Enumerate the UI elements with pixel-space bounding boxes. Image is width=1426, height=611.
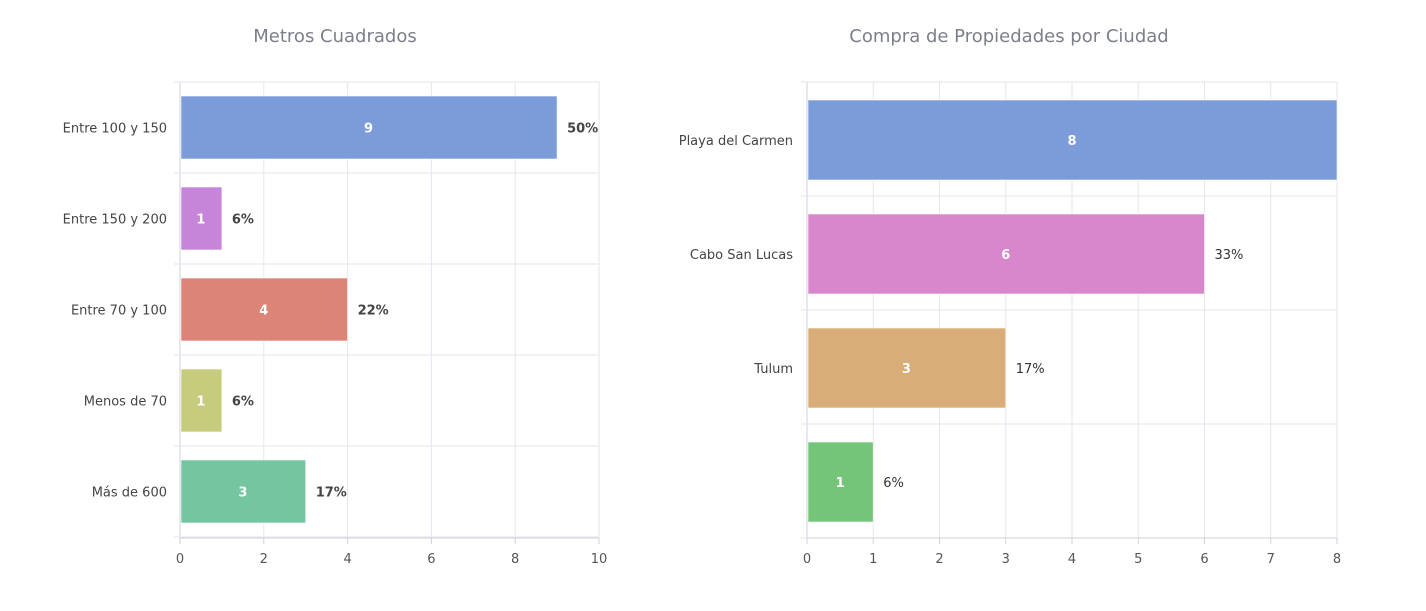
bar-value-label: 8 xyxy=(1067,134,1076,149)
bar-value-label: 6 xyxy=(1001,248,1010,263)
bar-value-label: 1 xyxy=(836,476,845,491)
category-label: Tulum xyxy=(753,362,793,377)
bar-value-label: 9 xyxy=(364,122,373,137)
bar xyxy=(807,99,1338,181)
bar-value-label: 1 xyxy=(196,213,205,228)
bar xyxy=(180,95,558,160)
x-tick-label: 0 xyxy=(176,552,184,567)
x-tick-label: 5 xyxy=(1134,552,1142,567)
bar-percent-label: 17% xyxy=(316,486,347,501)
x-tick-label: 6 xyxy=(427,552,435,567)
chart-title: Metros Cuadrados xyxy=(253,26,416,47)
x-tick-label: 4 xyxy=(343,552,351,567)
x-tick-label: 10 xyxy=(591,552,608,567)
bar-percent-label: 50% xyxy=(567,122,598,137)
category-label: Entre 100 y 150 xyxy=(63,122,167,137)
x-tick-label: 6 xyxy=(1200,552,1208,567)
x-tick-label: 2 xyxy=(260,552,268,567)
bar xyxy=(180,459,307,524)
category-label: Entre 70 y 100 xyxy=(71,304,167,319)
bar xyxy=(180,186,223,251)
bar-percent-label: 6% xyxy=(232,213,254,228)
bar xyxy=(180,277,349,342)
bar-percent-label: 33% xyxy=(1215,248,1244,263)
x-tick-label: 8 xyxy=(1333,552,1341,567)
category-label: Playa del Carmen xyxy=(679,134,793,149)
bar-value-label: 4 xyxy=(259,304,268,319)
x-tick-label: 2 xyxy=(935,552,943,567)
bar-value-label: 3 xyxy=(902,362,911,377)
bar xyxy=(807,327,1007,409)
bar-value-label: 1 xyxy=(196,395,205,410)
bar-percent-label: 22% xyxy=(358,304,389,319)
x-tick-label: 0 xyxy=(803,552,811,567)
category-label: Cabo San Lucas xyxy=(690,248,793,263)
chart-title: Compra de Propiedades por Ciudad xyxy=(849,26,1168,47)
bar-value-label: 3 xyxy=(238,486,247,501)
bar xyxy=(180,368,223,433)
category-label: Más de 600 xyxy=(92,486,167,501)
category-label: Entre 150 y 200 xyxy=(63,213,167,228)
x-tick-label: 4 xyxy=(1068,552,1076,567)
x-tick-label: 8 xyxy=(511,552,519,567)
bar-percent-label: 6% xyxy=(232,395,254,410)
bar xyxy=(807,213,1205,295)
x-tick-label: 7 xyxy=(1267,552,1275,567)
chart-metros-cuadrados: Metros Cuadrados 0 2 4 6 8 10 9 50% Entre 100 y 1… xyxy=(63,26,608,567)
x-tick-label: 1 xyxy=(869,552,877,567)
chart-compra-propiedades: Compra de Propiedades por Ciudad 0 1 2 3 4 5 6 7… xyxy=(679,26,1341,567)
bar-percent-label: 17% xyxy=(1016,362,1045,377)
category-label: Menos de 70 xyxy=(84,395,167,410)
bar xyxy=(807,441,874,523)
bar-percent-label: 6% xyxy=(883,476,904,491)
x-tick-label: 3 xyxy=(1002,552,1010,567)
